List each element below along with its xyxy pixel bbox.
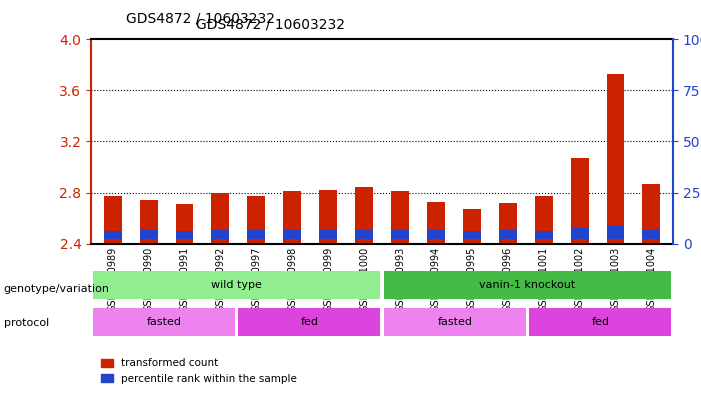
Text: GDS4872 / 10603232: GDS4872 / 10603232 (126, 12, 275, 26)
FancyBboxPatch shape (93, 308, 235, 336)
Bar (499, 230, 517, 239)
Text: fasted: fasted (437, 317, 472, 327)
Text: wild type: wild type (211, 280, 262, 290)
Bar (355, 230, 373, 239)
FancyBboxPatch shape (529, 308, 671, 336)
Bar (427, 230, 445, 239)
Text: fasted: fasted (147, 317, 182, 327)
Text: GDS4872 / 10603232: GDS4872 / 10603232 (196, 18, 345, 32)
FancyBboxPatch shape (93, 271, 380, 299)
Text: fed: fed (591, 317, 609, 327)
Bar (535, 231, 552, 239)
Bar (606, 226, 625, 239)
Bar (642, 230, 660, 239)
Bar (212, 230, 229, 239)
Bar (499, 203, 517, 244)
Bar (283, 230, 301, 239)
Bar (391, 191, 409, 244)
Text: vanin-1 knockout: vanin-1 knockout (479, 280, 576, 290)
Bar (463, 209, 481, 244)
Bar (463, 231, 481, 239)
Bar (104, 196, 122, 244)
Bar (139, 200, 158, 244)
Bar (606, 74, 625, 244)
Bar (104, 231, 122, 239)
Bar (642, 184, 660, 244)
Bar (571, 228, 589, 239)
Bar (355, 187, 373, 244)
Bar (283, 191, 301, 244)
Legend: transformed count, percentile rank within the sample: transformed count, percentile rank withi… (96, 354, 301, 388)
Text: protocol: protocol (4, 318, 49, 328)
Text: fed: fed (300, 317, 318, 327)
Bar (212, 193, 229, 244)
FancyBboxPatch shape (384, 271, 671, 299)
Bar (571, 158, 589, 244)
Bar (427, 202, 445, 244)
FancyBboxPatch shape (384, 308, 526, 336)
Bar (535, 196, 552, 244)
Bar (175, 204, 193, 244)
Bar (175, 231, 193, 239)
Bar (139, 230, 158, 239)
Bar (319, 190, 337, 244)
Bar (391, 230, 409, 239)
Bar (319, 230, 337, 239)
FancyBboxPatch shape (238, 308, 380, 336)
Text: genotype/variation: genotype/variation (4, 284, 109, 294)
Bar (247, 230, 265, 239)
Bar (247, 196, 265, 244)
